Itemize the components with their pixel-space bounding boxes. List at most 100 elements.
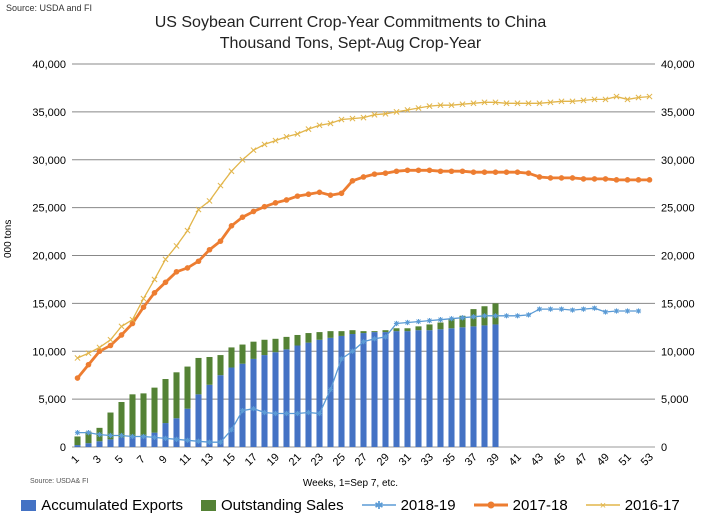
x-tick-label: 47 (573, 451, 590, 468)
point-2017-18 (261, 203, 268, 210)
y-tick-label-right: 20,000 (661, 251, 695, 263)
point-2017-18 (283, 197, 290, 203)
point-2017-18 (437, 168, 444, 175)
bar-outstanding-sales (129, 394, 136, 437)
point-2016-17 (536, 100, 543, 107)
point-2017-18 (96, 348, 103, 355)
x-tick-label: 53 (639, 451, 656, 468)
point-2018-19 (569, 307, 576, 313)
bar-accumulated-exports (162, 423, 169, 447)
point-2016-17 (547, 99, 554, 106)
bar-outstanding-sales (140, 393, 147, 436)
bar-outstanding-sales (74, 436, 81, 446)
point-2016-17 (129, 316, 136, 323)
point-2016-17 (74, 354, 81, 361)
legend-swatch-blue (21, 499, 37, 511)
bar-outstanding-sales (239, 344, 246, 364)
y-tick-label-left: 30,000 (32, 155, 66, 167)
bar-outstanding-sales (107, 412, 114, 440)
bar-outstanding-sales (228, 347, 235, 368)
point-2017-18 (129, 320, 136, 327)
point-2016-17 (371, 111, 378, 118)
bar-outstanding-sales (371, 331, 378, 333)
point-2017-18 (503, 169, 510, 175)
x-tick-label: 7 (135, 453, 148, 466)
y-tick-label-left: 15,000 (32, 298, 66, 310)
point-2016-17 (415, 105, 422, 111)
bar-outstanding-sales (305, 333, 312, 343)
x-tick-label: 15 (221, 451, 238, 468)
bar-accumulated-exports (140, 435, 147, 447)
point-2018-19 (448, 316, 455, 322)
point-2017-18 (272, 200, 279, 206)
bar-outstanding-sales (459, 315, 466, 328)
x-tick-label: 43 (529, 451, 546, 468)
y-tick-label-right: 25,000 (661, 203, 695, 215)
point-2018-19 (613, 308, 620, 314)
point-2018-19 (272, 410, 279, 417)
point-2016-17 (437, 102, 444, 109)
y-tick-label-left: 40,000 (32, 59, 66, 71)
point-2017-18 (162, 279, 169, 286)
bar-accumulated-exports (448, 328, 455, 447)
x-tick-label: 29 (375, 451, 392, 468)
point-2018-19 (140, 433, 147, 440)
point-2016-17 (195, 206, 202, 213)
point-2016-17 (272, 137, 279, 144)
x-tick-label: 45 (551, 451, 568, 468)
point-2017-18 (107, 342, 114, 349)
point-2018-19 (338, 356, 345, 362)
point-2016-17 (294, 130, 301, 137)
legend-swatch-green (200, 499, 216, 511)
point-2016-17 (393, 108, 400, 115)
legend-line-2016-17-icon: × (585, 500, 620, 511)
point-2016-17 (118, 323, 125, 330)
bar-outstanding-sales (349, 330, 356, 335)
point-2018-19 (349, 348, 356, 354)
point-2018-19 (206, 439, 213, 445)
bar-accumulated-exports (492, 324, 499, 447)
point-2016-17 (360, 114, 367, 121)
point-2018-19 (635, 308, 642, 314)
point-2016-17 (96, 344, 103, 351)
point-2017-18 (470, 169, 477, 175)
y-tick-label-left: 0 (60, 442, 66, 454)
bar-accumulated-exports (459, 327, 466, 447)
point-2016-17 (184, 227, 191, 234)
point-2018-19 (591, 305, 598, 311)
bar-accumulated-exports (195, 394, 202, 447)
point-2017-18 (525, 170, 532, 176)
point-2018-19 (173, 436, 180, 442)
point-2018-19 (283, 410, 290, 417)
point-2016-17 (503, 100, 510, 107)
bar-accumulated-exports (206, 384, 213, 447)
point-2017-18 (316, 189, 323, 196)
point-2017-18 (140, 304, 147, 311)
point-2018-19 (382, 334, 389, 340)
point-2018-19 (261, 409, 268, 416)
bar-accumulated-exports (96, 441, 103, 447)
bar-outstanding-sales (448, 318, 455, 329)
x-tick-label: 23 (309, 451, 326, 468)
point-2017-18 (294, 193, 301, 199)
point-2018-19 (107, 432, 114, 439)
point-2016-17 (305, 126, 312, 133)
x-tick-label: 19 (265, 451, 282, 468)
point-2018-19 (360, 339, 367, 345)
bar-accumulated-exports (404, 331, 411, 447)
bar-outstanding-sales (426, 324, 433, 331)
source-note-top: Source: USDA and FI (6, 3, 93, 13)
bar-accumulated-exports (74, 445, 81, 447)
legend-outstanding-sales: Outstanding Sales (200, 497, 344, 514)
bar-outstanding-sales (415, 326, 422, 331)
point-2018-19 (96, 431, 103, 438)
point-2016-17 (107, 336, 114, 343)
x-tick-label: 9 (157, 453, 170, 466)
y-tick-label-right: 40,000 (661, 59, 695, 71)
chart-subtitle: Thousand Tons, Sept-Aug Crop-Year (219, 35, 482, 52)
point-2017-18 (492, 169, 499, 175)
legend-label: Accumulated Exports (41, 496, 183, 514)
x-tick-label: 11 (177, 452, 194, 469)
legend-label: 2018-19 (400, 496, 456, 514)
y-tick-label-left: 25,000 (32, 203, 66, 215)
